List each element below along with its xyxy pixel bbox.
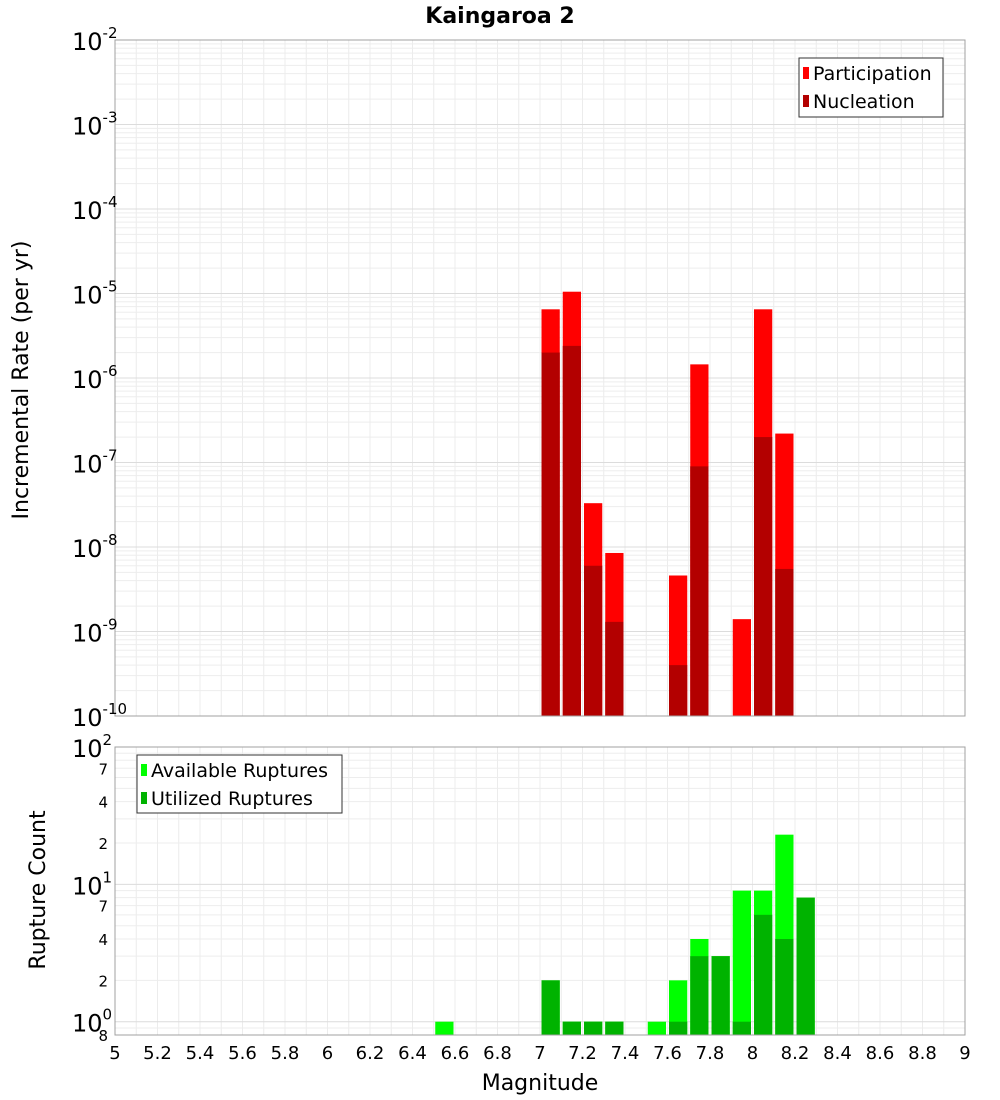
top-y-tick-label: 10-9 [72, 616, 118, 648]
legend-swatch [803, 67, 809, 79]
legend-swatch [141, 764, 147, 776]
bottom-grid [114, 746, 966, 1036]
available-bar [669, 980, 688, 1035]
top-y-tick-label: 10-8 [72, 531, 118, 563]
utilized-bar [562, 1021, 581, 1035]
top-legend-box [798, 57, 944, 118]
available-bar [732, 890, 751, 1035]
utilized-bar [796, 897, 815, 1035]
top-y-tick-label: 10-10 [72, 700, 127, 732]
x-ticks: 5 5.2 5.4 5.6 5.8 6 6.2 6.4 6.6 6.8 7 7.2 7.4 7.6 7.8 8… [109, 1043, 970, 1064]
legend-entry: Participation [813, 63, 932, 85]
available-bar [435, 1021, 454, 1035]
legend-entry: Nucleation [813, 91, 915, 113]
top-y-tick-label: 10-3 [72, 109, 118, 141]
x-tick-label: 7.4 [611, 1043, 640, 1064]
x-tick-label: 6.4 [398, 1043, 427, 1064]
top-y-ticks: 10-10 10-9 10-8 10-7 10-6 10-5 10-4 10-3 10-2 [72, 24, 127, 732]
nucleation-bar [541, 352, 560, 716]
top-y-tick-label: 10-6 [72, 362, 118, 394]
x-tick-label: 8 [747, 1043, 758, 1064]
top-y-axis-label: Incremental Rate (per yr) [9, 241, 34, 520]
utilized-bar [732, 1021, 751, 1035]
utilized-bar [669, 1021, 688, 1035]
x-tick-label: 8.8 [908, 1043, 937, 1064]
x-tick-label: 5.8 [271, 1043, 300, 1064]
x-tick-label: 7.6 [653, 1043, 682, 1064]
top-grid [114, 40, 966, 717]
bottom-bars [435, 834, 815, 1035]
participation-bar [732, 619, 751, 716]
x-tick-label: 8.6 [866, 1043, 895, 1064]
bottom-y-ticks: 100 101 102 8 2 4 7 2 4 7 [72, 731, 112, 1045]
utilized-bar [690, 956, 709, 1035]
top-panel: 10-10 10-9 10-8 10-7 10-6 10-5 10-4 10-3 10-2 Par… [72, 24, 966, 732]
legend-entry: Utilized Ruptures [151, 788, 313, 810]
x-axis-label: Magnitude [482, 1071, 599, 1096]
bottom-y-tick-label: 100 [72, 1006, 112, 1038]
x-tick-label: 9 [959, 1043, 970, 1064]
bottom-y-minor-tick-label: 4 [98, 794, 108, 812]
nucleation-bar [669, 665, 688, 716]
x-tick-label: 5.2 [143, 1043, 172, 1064]
top-y-tick-label: 10-2 [72, 24, 118, 56]
bottom-y-axis-label: Rupture Count [26, 810, 51, 970]
bottom-legend: Available Ruptures Utilized Ruptures [136, 754, 343, 814]
nucleation-bar [562, 345, 581, 716]
x-tick-label: 5.6 [228, 1043, 257, 1064]
top-bars [541, 291, 794, 716]
top-y-tick-label: 10-4 [72, 193, 118, 225]
utilized-bar [605, 1021, 624, 1035]
x-tick-label: 5.4 [186, 1043, 215, 1064]
utilized-bar [775, 939, 794, 1035]
x-tick-label: 6 [322, 1043, 333, 1064]
x-tick-label: 8.2 [781, 1043, 810, 1064]
bottom-plot-frame [114, 746, 966, 1036]
bottom-y-minor-tick-label: 2 [98, 972, 108, 990]
legend-swatch [803, 95, 809, 107]
nucleation-bar [605, 621, 624, 716]
x-tick-label: 8.4 [823, 1043, 852, 1064]
top-legend: Participation Nucleation [798, 57, 944, 118]
nucleation-bar [584, 565, 603, 716]
top-y-tick-label: 10-5 [72, 278, 118, 310]
x-tick-label: 5 [109, 1043, 120, 1064]
x-tick-label: 6.6 [441, 1043, 470, 1064]
chart-title: Kaingaroa 2 [425, 4, 574, 29]
bottom-y-minor-tick-label: 4 [98, 931, 108, 949]
bottom-y-tick-label: 101 [72, 868, 112, 900]
available-bar [647, 1021, 666, 1035]
x-tick-label: 7 [534, 1043, 545, 1064]
nucleation-bar [690, 466, 709, 716]
bottom-panel: 100 101 102 8 2 4 7 2 4 7 Available Ruptures Utiliz… [72, 731, 971, 1064]
bottom-y-tick-label: 102 [72, 731, 112, 763]
utilized-bar [541, 980, 560, 1035]
bottom-y-minor-tick-label: 8 [98, 1027, 108, 1045]
x-tick-label: 6.2 [356, 1043, 385, 1064]
x-tick-label: 7.8 [696, 1043, 725, 1064]
top-plot-frame [114, 39, 966, 717]
utilized-bar [711, 956, 730, 1035]
x-tick-label: 6.8 [483, 1043, 512, 1064]
utilized-bar [754, 914, 773, 1035]
nucleation-bar [754, 437, 773, 716]
bottom-legend-box [136, 754, 343, 814]
top-y-tick-label: 10-7 [72, 447, 118, 479]
x-tick-label: 7.2 [568, 1043, 597, 1064]
nucleation-bar [775, 568, 794, 716]
legend-entry: Available Ruptures [151, 760, 328, 782]
bottom-y-minor-tick-label: 7 [98, 760, 108, 778]
utilized-bar [584, 1021, 603, 1035]
legend-swatch [141, 792, 147, 804]
bottom-y-minor-tick-label: 2 [98, 835, 108, 853]
bottom-y-minor-tick-label: 7 [98, 898, 108, 916]
